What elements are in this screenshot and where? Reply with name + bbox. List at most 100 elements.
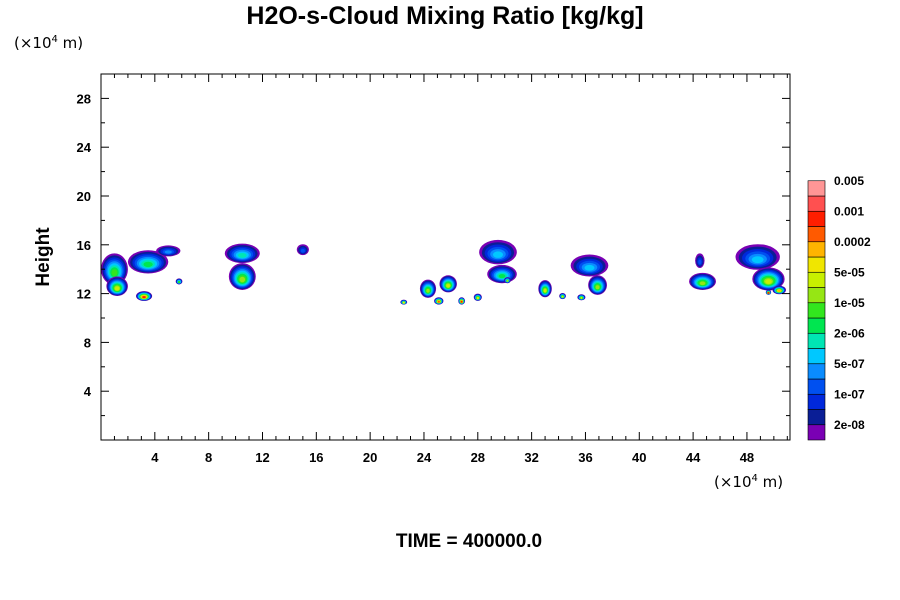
cloud-cell [479, 239, 517, 265]
cloud-contour [476, 297, 479, 300]
colorbar-swatch [807, 195, 826, 212]
colorbar-label: 5e-07 [834, 357, 865, 371]
cloud-cell [135, 291, 153, 301]
cloud-cell [695, 253, 705, 268]
cloud-cell [752, 267, 785, 291]
cloud-cell [127, 250, 169, 274]
cloud-contour [437, 300, 440, 303]
cloud-contour [751, 256, 764, 264]
colorbar-label: 0.0002 [834, 235, 871, 249]
colorbar-swatch [807, 378, 826, 395]
x-tick-label: 12 [255, 450, 269, 465]
y-tick-label: 16 [77, 238, 91, 253]
cloud-contour [114, 286, 120, 291]
cloud-cell [439, 275, 457, 293]
cloud-contour [402, 301, 405, 304]
cloud-cell [106, 276, 128, 297]
cloud-contour [178, 281, 181, 284]
x-axis-unit: (×104 m) [714, 473, 784, 491]
x-tick-label: 8 [205, 450, 212, 465]
colorbar-swatch [807, 271, 826, 288]
cloud-cell [175, 278, 183, 285]
cloud-cell [689, 272, 716, 290]
cloud-cell [224, 243, 260, 264]
colorbar-swatch [807, 409, 826, 426]
y-tick-label: 28 [77, 91, 91, 106]
colorbar-swatch [807, 302, 826, 319]
cloud-contour [492, 251, 504, 258]
x-tick-label: 16 [309, 450, 323, 465]
colorbar-label: 2e-06 [834, 326, 865, 340]
cloud-cell [473, 293, 482, 301]
colorbar-swatch [807, 256, 826, 273]
cloud-contour [446, 284, 450, 288]
cloud-cell [577, 294, 586, 301]
colorbar-swatch [807, 363, 826, 380]
x-tick-label: 4 [151, 450, 159, 465]
colorbar-label: 5e-05 [834, 265, 865, 279]
colorbar-label: 0.001 [834, 204, 864, 218]
cloud-contour [698, 259, 702, 265]
cloud-cell [487, 264, 517, 284]
plot-frame [100, 73, 791, 441]
colorbar-swatch [807, 241, 826, 258]
cloud-cell [296, 244, 309, 256]
cloud-contour [239, 276, 246, 283]
cloud-cell [588, 275, 607, 295]
x-tick-label: 28 [471, 450, 485, 465]
y-axis-label: Height [33, 227, 54, 287]
colorbar-swatch [807, 210, 826, 227]
y-tick-label: 8 [84, 335, 91, 350]
colorbar-swatch [807, 332, 826, 349]
cloud-contour [543, 288, 547, 293]
cloud-contour [580, 296, 583, 299]
colorbar-swatch [807, 317, 826, 334]
colorbar-label: 2e-08 [834, 418, 865, 432]
colorbar-swatch [807, 287, 826, 304]
cloud-cell [400, 299, 408, 305]
cloud-contour [142, 296, 146, 299]
cloud-cell [772, 285, 786, 295]
cloud-contour [506, 279, 509, 282]
colorbar-swatch [807, 348, 826, 365]
chart-title: H2O-s-Cloud Mixing Ratio [kg/kg] [246, 2, 644, 30]
cloud-cell [434, 297, 444, 305]
cloud-field [101, 239, 786, 305]
cloud-contour [765, 279, 772, 284]
cloud-contour [595, 285, 600, 290]
cloud-contour [143, 261, 153, 268]
colorbar-swatch [807, 226, 826, 243]
x-tick-label: 20 [363, 450, 377, 465]
x-axis: 4 8 12 16 20 24 28 32 36 40 44 48 [113, 74, 788, 465]
time-label: TIME = 400000.0 [395, 531, 543, 552]
cloud-contour [111, 269, 118, 277]
colorbar-label: 1e-07 [834, 387, 865, 401]
colorbar: 2e-08 1e-07 5e-07 2e-06 1e-05 5e-05 0.0002 0.00… [807, 174, 871, 441]
cloud-contour [699, 281, 706, 286]
cloud-cell [458, 297, 466, 305]
cloud-contour [767, 291, 770, 294]
colorbar-label: 0.005 [834, 174, 864, 188]
y-tick-label: 24 [77, 140, 92, 155]
cloud-contour [426, 288, 430, 293]
cloud-cell [559, 292, 566, 300]
cloud-contour [164, 250, 172, 254]
y-axis-unit: (×104 m) [14, 34, 84, 52]
y-tick-label: 20 [77, 189, 91, 204]
colorbar-swatch [807, 424, 826, 441]
cloud-contour [561, 295, 564, 298]
x-tick-label: 48 [740, 450, 754, 465]
x-tick-label: 36 [578, 450, 592, 465]
colorbar-label: 1e-05 [834, 296, 865, 310]
cloud-contour [238, 253, 247, 258]
cloud-cell [101, 253, 128, 286]
colorbar-swatch [807, 180, 826, 197]
cloud-cell [156, 245, 181, 257]
cloud-cell [538, 280, 552, 298]
cloud-cell [570, 254, 609, 277]
y-tick-label: 12 [77, 287, 91, 302]
cloud-cell [765, 289, 772, 295]
colorbar-swatch [807, 393, 826, 410]
cloud-contour [300, 248, 305, 253]
